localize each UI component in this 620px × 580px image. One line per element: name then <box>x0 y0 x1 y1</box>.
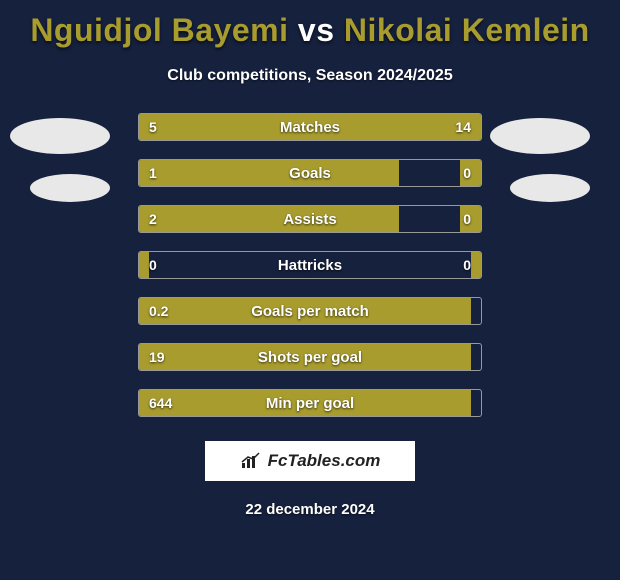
stat-bar-left <box>139 206 399 232</box>
stat-bar-left <box>139 390 471 416</box>
stat-row: 19Shots per goal <box>138 343 482 371</box>
stat-bar-left <box>139 114 228 140</box>
logo-box: FcTables.com <box>205 441 415 481</box>
stat-row: 0.2Goals per match <box>138 297 482 325</box>
stat-row: 10Goals <box>138 159 482 187</box>
date-text: 22 december 2024 <box>0 501 620 518</box>
stat-row: 00Hattricks <box>138 251 482 279</box>
stat-bar-right <box>460 206 481 232</box>
stat-bar-right <box>228 114 481 140</box>
player2-name: Nikolai Kemlein <box>344 12 590 48</box>
player2-avatar-top <box>490 118 590 154</box>
page-title: Nguidjol Bayemi vs Nikolai Kemlein <box>0 0 620 49</box>
player1-name: Nguidjol Bayemi <box>30 12 288 48</box>
stat-label: Hattricks <box>139 252 481 278</box>
subtitle: Club competitions, Season 2024/2025 <box>0 67 620 85</box>
stat-bar-left <box>139 344 471 370</box>
player1-avatar-top <box>10 118 110 154</box>
stat-bar-left <box>139 160 399 186</box>
stat-row: 20Assists <box>138 205 482 233</box>
chart-icon <box>240 452 262 470</box>
vs-text: vs <box>298 12 335 48</box>
stat-row: 514Matches <box>138 113 482 141</box>
player1-avatar-bottom <box>30 174 110 202</box>
logo-text: FcTables.com <box>268 451 381 471</box>
stats-container: 514Matches 10Goals 20Assists 00Hattricks 0.2… <box>0 113 620 417</box>
stat-bar-left <box>139 252 149 278</box>
stat-bar-left <box>139 298 471 324</box>
stat-bar-right <box>460 160 481 186</box>
player2-avatar-bottom <box>510 174 590 202</box>
stat-row: 644Min per goal <box>138 389 482 417</box>
stat-bar-right <box>471 252 481 278</box>
